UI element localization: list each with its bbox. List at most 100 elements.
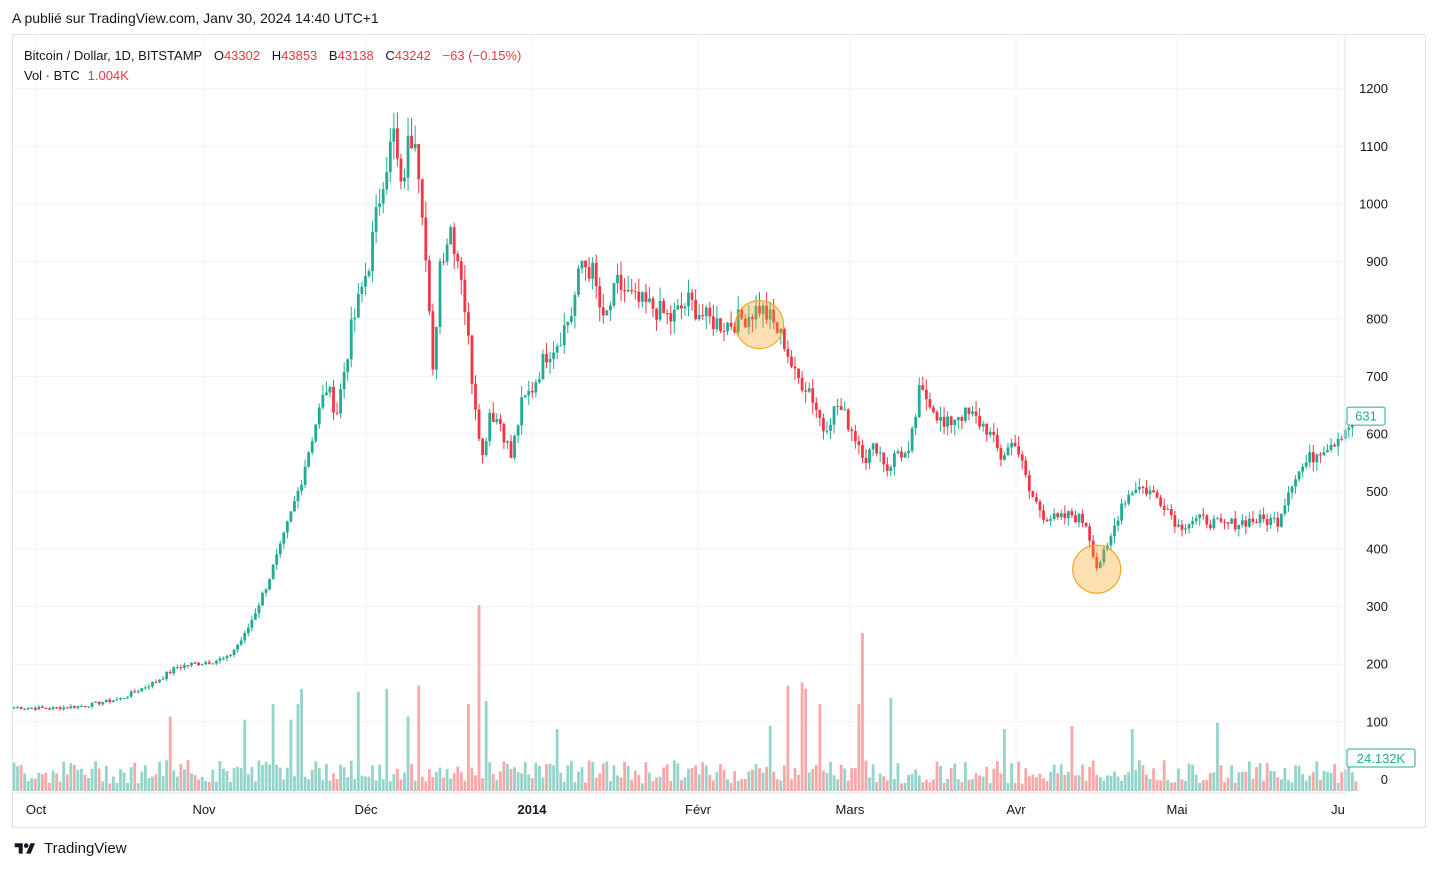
candle xyxy=(1208,524,1212,529)
candle xyxy=(651,298,655,309)
candle xyxy=(758,305,761,314)
volume-bar xyxy=(924,779,928,791)
volume-bar xyxy=(545,764,548,791)
volume-bar xyxy=(413,780,417,791)
volume-bar xyxy=(577,771,580,791)
volume-bar xyxy=(587,760,591,791)
volume-bar xyxy=(868,777,871,791)
volume-bar xyxy=(1304,780,1308,791)
volume-bar xyxy=(875,781,879,791)
candle xyxy=(396,128,399,159)
candle xyxy=(665,313,669,315)
candle xyxy=(26,708,30,710)
volume-bar xyxy=(857,704,861,791)
candle xyxy=(1130,492,1134,495)
volume-bar xyxy=(1340,772,1344,791)
volume-bar xyxy=(1336,782,1340,791)
candle xyxy=(822,417,825,432)
volume-bar xyxy=(520,773,524,791)
volume-bar xyxy=(1091,760,1095,791)
volume-bar xyxy=(601,763,605,791)
candle xyxy=(719,318,722,332)
volume-bar xyxy=(910,773,914,791)
volume-bar xyxy=(271,704,275,791)
candle xyxy=(1240,520,1244,525)
candle xyxy=(683,306,687,309)
candle xyxy=(143,687,147,689)
candle xyxy=(754,305,758,320)
candle xyxy=(498,419,502,425)
volume-bar xyxy=(1095,774,1099,791)
volume-bar xyxy=(548,763,552,791)
volume-bar xyxy=(58,781,62,791)
volume-bar xyxy=(474,775,477,791)
candle xyxy=(435,327,438,370)
volume-bar xyxy=(822,770,825,791)
candle xyxy=(438,261,442,328)
volume-bar xyxy=(1208,772,1212,791)
volume-bar xyxy=(1205,780,1209,791)
volume-bar xyxy=(325,764,328,791)
volume-bar xyxy=(417,685,421,791)
footer[interactable]: TradingView xyxy=(12,840,127,857)
candle xyxy=(420,179,424,218)
chart-frame[interactable] xyxy=(12,34,1426,828)
candle xyxy=(239,640,243,645)
volume-bar xyxy=(1297,765,1301,791)
candle xyxy=(12,707,16,709)
volume-bar xyxy=(775,779,779,791)
volume-bar xyxy=(665,764,669,791)
volume-bar xyxy=(374,780,378,791)
candle xyxy=(41,706,44,708)
candle xyxy=(1134,489,1138,493)
candle xyxy=(381,189,385,204)
candle xyxy=(356,293,360,318)
volume-bar xyxy=(658,776,662,791)
volume-bar xyxy=(1166,779,1170,791)
candle xyxy=(484,441,488,456)
candle xyxy=(545,354,548,363)
volume-bar xyxy=(683,777,687,791)
candle xyxy=(1010,442,1013,448)
open-label: O xyxy=(213,48,224,63)
volume-bar xyxy=(761,772,765,791)
volume-bar xyxy=(481,778,484,791)
candle xyxy=(800,377,804,391)
candle xyxy=(956,417,960,421)
candle xyxy=(1024,460,1028,475)
volume-bar xyxy=(467,704,470,791)
candle xyxy=(935,412,939,421)
volume-bar xyxy=(900,783,903,791)
candle xyxy=(62,707,66,710)
candle xyxy=(917,385,921,417)
candle xyxy=(694,299,697,320)
candle xyxy=(1056,513,1060,518)
volume-bar xyxy=(335,779,339,791)
candle xyxy=(456,253,460,262)
volume-bar xyxy=(122,772,126,791)
volume-bar xyxy=(1226,777,1230,791)
candle xyxy=(1212,518,1216,529)
candle xyxy=(119,698,122,700)
volume-bar xyxy=(569,760,573,791)
volume-bar xyxy=(790,779,793,791)
highlight-marker xyxy=(1072,544,1122,594)
candle xyxy=(736,309,740,333)
candle xyxy=(633,291,637,293)
candle xyxy=(1098,562,1102,568)
volume-bar xyxy=(463,780,467,791)
candle xyxy=(1237,524,1241,530)
volume-bar xyxy=(72,764,76,791)
candle xyxy=(303,466,307,485)
candle xyxy=(1311,452,1315,463)
candle xyxy=(587,267,591,279)
candle xyxy=(577,268,580,295)
volume-bars xyxy=(12,605,1358,791)
candle xyxy=(413,144,417,149)
candle xyxy=(172,667,176,674)
candle xyxy=(782,328,786,349)
candle xyxy=(1084,523,1088,527)
volume-bar xyxy=(733,771,737,791)
candle xyxy=(882,452,886,465)
